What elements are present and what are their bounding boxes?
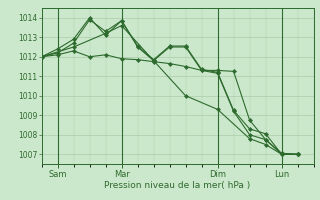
X-axis label: Pression niveau de la mer( hPa ): Pression niveau de la mer( hPa ) (104, 181, 251, 190)
